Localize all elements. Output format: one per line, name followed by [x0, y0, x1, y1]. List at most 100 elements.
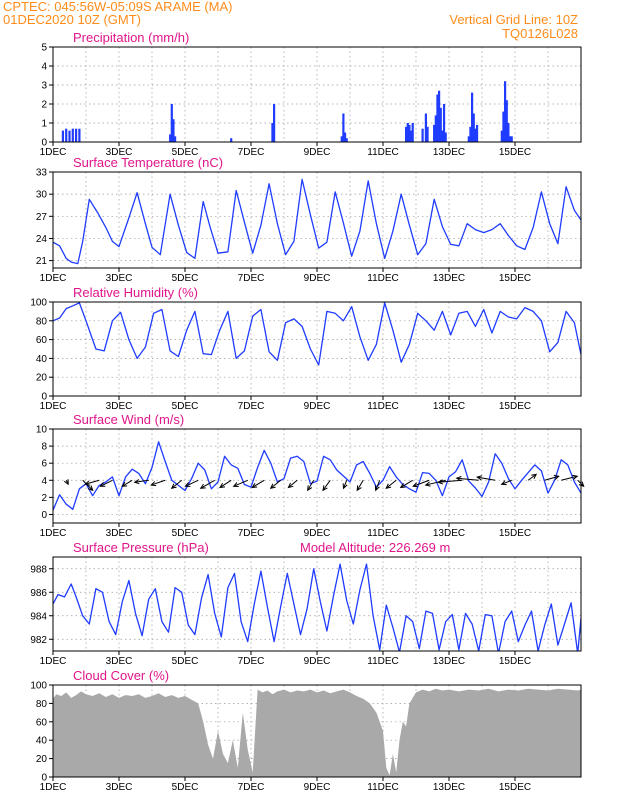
wind-vector	[477, 476, 496, 481]
y-tick-label: 0	[41, 773, 47, 784]
panel-title: Surface Wind (m/s)	[73, 412, 184, 427]
precip-bar	[345, 138, 348, 142]
wind-vector	[385, 479, 397, 489]
x-tick-label: 13DEC	[433, 401, 465, 412]
wind-vector	[100, 479, 113, 487]
precip-bar	[436, 94, 439, 142]
panel-press	[49, 556, 582, 655]
x-tick-label: 9DEC	[304, 528, 331, 539]
y-tick-label: 4	[41, 476, 47, 487]
panel-title: Cloud Cover (%)	[73, 668, 169, 683]
x-tick-label: 13DEC	[433, 273, 465, 284]
wind-vector-head	[500, 480, 507, 486]
wind-vector	[456, 477, 479, 481]
precip-bar	[405, 126, 408, 142]
x-tick-label: 5DEC	[172, 147, 199, 158]
wind-vector	[400, 479, 413, 488]
y-tick-label: 30	[36, 190, 48, 201]
y-tick-label: 40	[36, 354, 48, 365]
precip-bar	[172, 119, 175, 142]
x-tick-label: 5DEC	[172, 656, 199, 667]
panel-temp	[49, 171, 582, 272]
y-tick-label: 40	[36, 736, 48, 747]
wind-vector-head	[170, 483, 177, 489]
precip-bar	[406, 123, 409, 142]
x-tick-label: 9DEC	[304, 273, 331, 284]
wind-vector	[307, 480, 315, 491]
x-tick-label: 15DEC	[499, 401, 531, 412]
x-tick-label: 15DEC	[499, 782, 531, 793]
precip-bar	[409, 130, 413, 142]
precip-bar	[475, 124, 479, 142]
wind-vector-head	[572, 474, 579, 480]
wind-vector	[171, 479, 183, 489]
precip-bar	[71, 128, 74, 142]
panel-title: Surface Pressure (hPa)	[73, 540, 209, 555]
wind-vector-head	[437, 479, 444, 485]
precip-bar	[426, 126, 429, 142]
x-tick-label: 15DEC	[499, 656, 531, 667]
x-tick-label: 7DEC	[238, 401, 265, 412]
wind-vector-head	[385, 483, 392, 489]
x-tick-label: 3DEC	[106, 782, 133, 793]
x-tick-label: 11DEC	[367, 782, 399, 793]
panel-precip	[49, 46, 582, 146]
x-tick-label: 1DEC	[40, 656, 67, 667]
y-tick-label: 20	[36, 754, 48, 765]
y-tick-label: 988	[30, 564, 47, 575]
wind-vector	[288, 479, 298, 488]
x-tick-label: 11DEC	[367, 528, 399, 539]
wind-vector	[251, 479, 265, 488]
press-series-line	[53, 563, 581, 651]
wind-vector	[343, 480, 348, 489]
x-tick-label: 7DEC	[238, 273, 265, 284]
precip-bar	[467, 136, 470, 142]
y-tick-label: 80	[36, 316, 48, 327]
wind-vector-head	[63, 479, 69, 486]
wind-vector-head	[87, 485, 94, 492]
precip-bar	[510, 136, 513, 142]
x-tick-label: 9DEC	[304, 147, 331, 158]
precip-bar	[500, 130, 503, 142]
precip-bar	[78, 128, 81, 142]
precip-bar	[271, 123, 274, 142]
x-tick-label: 5DEC	[172, 782, 199, 793]
header-station: CPTEC: 045:56W-05:09S ARAME (MA)	[3, 0, 233, 14]
precip-bar	[434, 115, 437, 142]
wind-vector	[121, 479, 133, 487]
x-tick-label: 3DEC	[106, 656, 133, 667]
precip-bar	[174, 136, 177, 142]
precip-bar	[75, 128, 78, 142]
header-datetime: 01DEC2020 10Z (GMT)	[3, 12, 141, 27]
precip-bar	[441, 130, 444, 142]
wind-vector	[151, 479, 166, 486]
y-tick-label: 3	[41, 81, 47, 92]
panel-wind	[49, 428, 585, 527]
y-tick-label: 986	[30, 588, 47, 599]
y-tick-label: 982	[30, 635, 47, 646]
x-tick-label: 11DEC	[367, 401, 399, 412]
wind-vector	[438, 479, 463, 483]
x-tick-label: 11DEC	[367, 147, 399, 158]
x-tick-label: 1DEC	[40, 147, 67, 158]
wind-vector	[233, 479, 248, 487]
x-tick-label: 15DEC	[499, 528, 531, 539]
x-tick-label: 5DEC	[172, 273, 199, 284]
wind-vector	[270, 479, 282, 489]
wind-vector	[544, 475, 559, 481]
x-tick-label: 3DEC	[106, 528, 133, 539]
x-tick-label: 13DEC	[433, 528, 465, 539]
wind-vector	[356, 480, 364, 491]
rh-series-line	[53, 302, 581, 366]
y-tick-label: 6	[41, 459, 47, 470]
precip-bar	[68, 130, 71, 142]
panel-title: Relative Humidity (%)	[73, 285, 198, 300]
panel-rh	[49, 301, 582, 400]
precip-bar	[471, 92, 474, 142]
y-tick-label: 4	[41, 62, 47, 73]
panel-cloud	[49, 684, 582, 781]
wind-vector-head	[84, 480, 91, 486]
precip-bar	[438, 90, 441, 142]
x-tick-label: 15DEC	[499, 147, 531, 158]
y-tick-label: 33	[36, 168, 48, 179]
